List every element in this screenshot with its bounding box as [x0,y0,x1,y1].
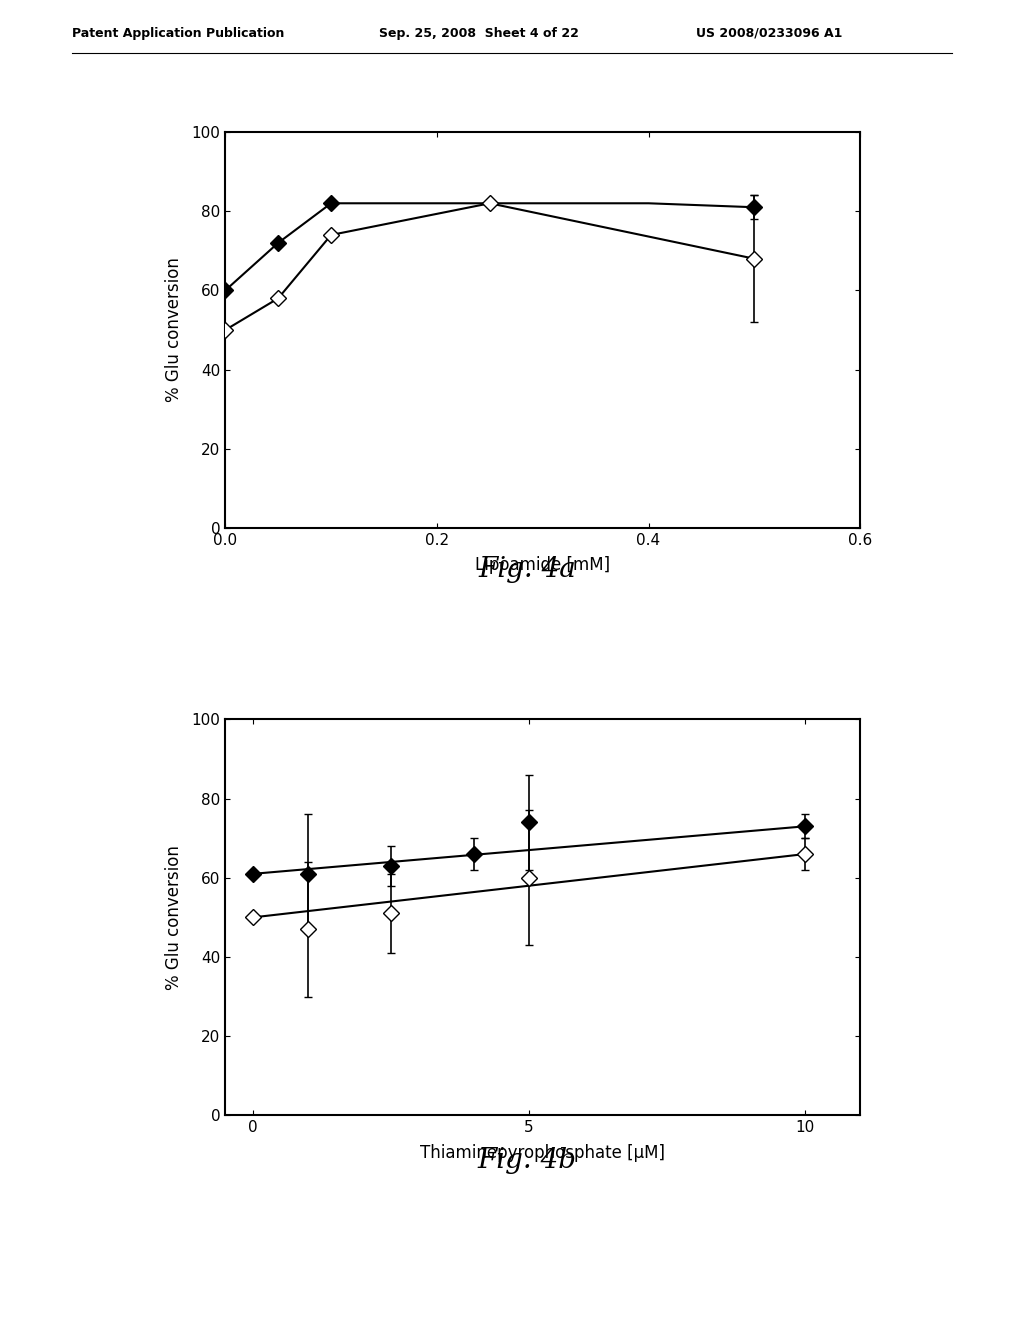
X-axis label: Thiaminepyrophosphate [μM]: Thiaminepyrophosphate [μM] [420,1143,666,1162]
Text: Patent Application Publication: Patent Application Publication [72,26,284,40]
X-axis label: Lipoamide [mM]: Lipoamide [mM] [475,556,610,574]
Y-axis label: % Glu conversion: % Glu conversion [165,257,183,403]
Y-axis label: % Glu conversion: % Glu conversion [165,845,183,990]
Text: Fig. 4b: Fig. 4b [478,1147,577,1175]
Text: Sep. 25, 2008  Sheet 4 of 22: Sep. 25, 2008 Sheet 4 of 22 [379,26,579,40]
Text: Fig. 4a: Fig. 4a [478,556,577,583]
Text: US 2008/0233096 A1: US 2008/0233096 A1 [696,26,843,40]
